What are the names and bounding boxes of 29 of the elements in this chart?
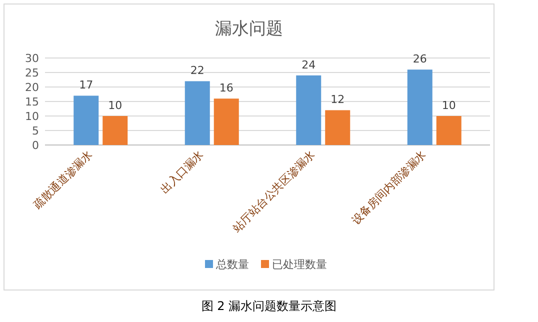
bar [407,70,432,145]
bar [214,98,239,145]
bar [102,116,128,145]
caption: 图 2 漏水问题数量示意图 [201,299,337,313]
x-tick-label: 站厅站台公共区渗漏水 [230,148,318,235]
bar [74,96,99,145]
data-label: 16 [219,82,234,95]
y-tick-label: 5 [32,124,39,138]
data-label: 22 [190,64,204,78]
data-label: 10 [108,99,122,112]
bar [296,75,322,145]
data-label: 17 [79,78,94,92]
data-label: 12 [330,93,345,106]
legend-label: 总数量 [215,258,249,271]
y-tick-label: 25 [25,66,39,80]
data-label: 26 [412,52,427,66]
y-tick-label: 15 [25,96,39,108]
bar [184,81,210,145]
data-label: 10 [442,99,456,112]
bar [325,110,350,145]
bar [436,116,462,145]
y-tick-label: 30 [25,52,39,65]
x-tick-label: 出入口漏水 [158,148,206,196]
legend-label: 已处理数量 [272,258,327,271]
x-tick-label: 设备房间内部渗漏水 [349,148,428,228]
y-tick-label: 10 [25,110,39,123]
y-tick-label: 20 [25,81,39,94]
chart-title: 漏水问题 [215,19,283,39]
data-label: 24 [302,58,316,72]
